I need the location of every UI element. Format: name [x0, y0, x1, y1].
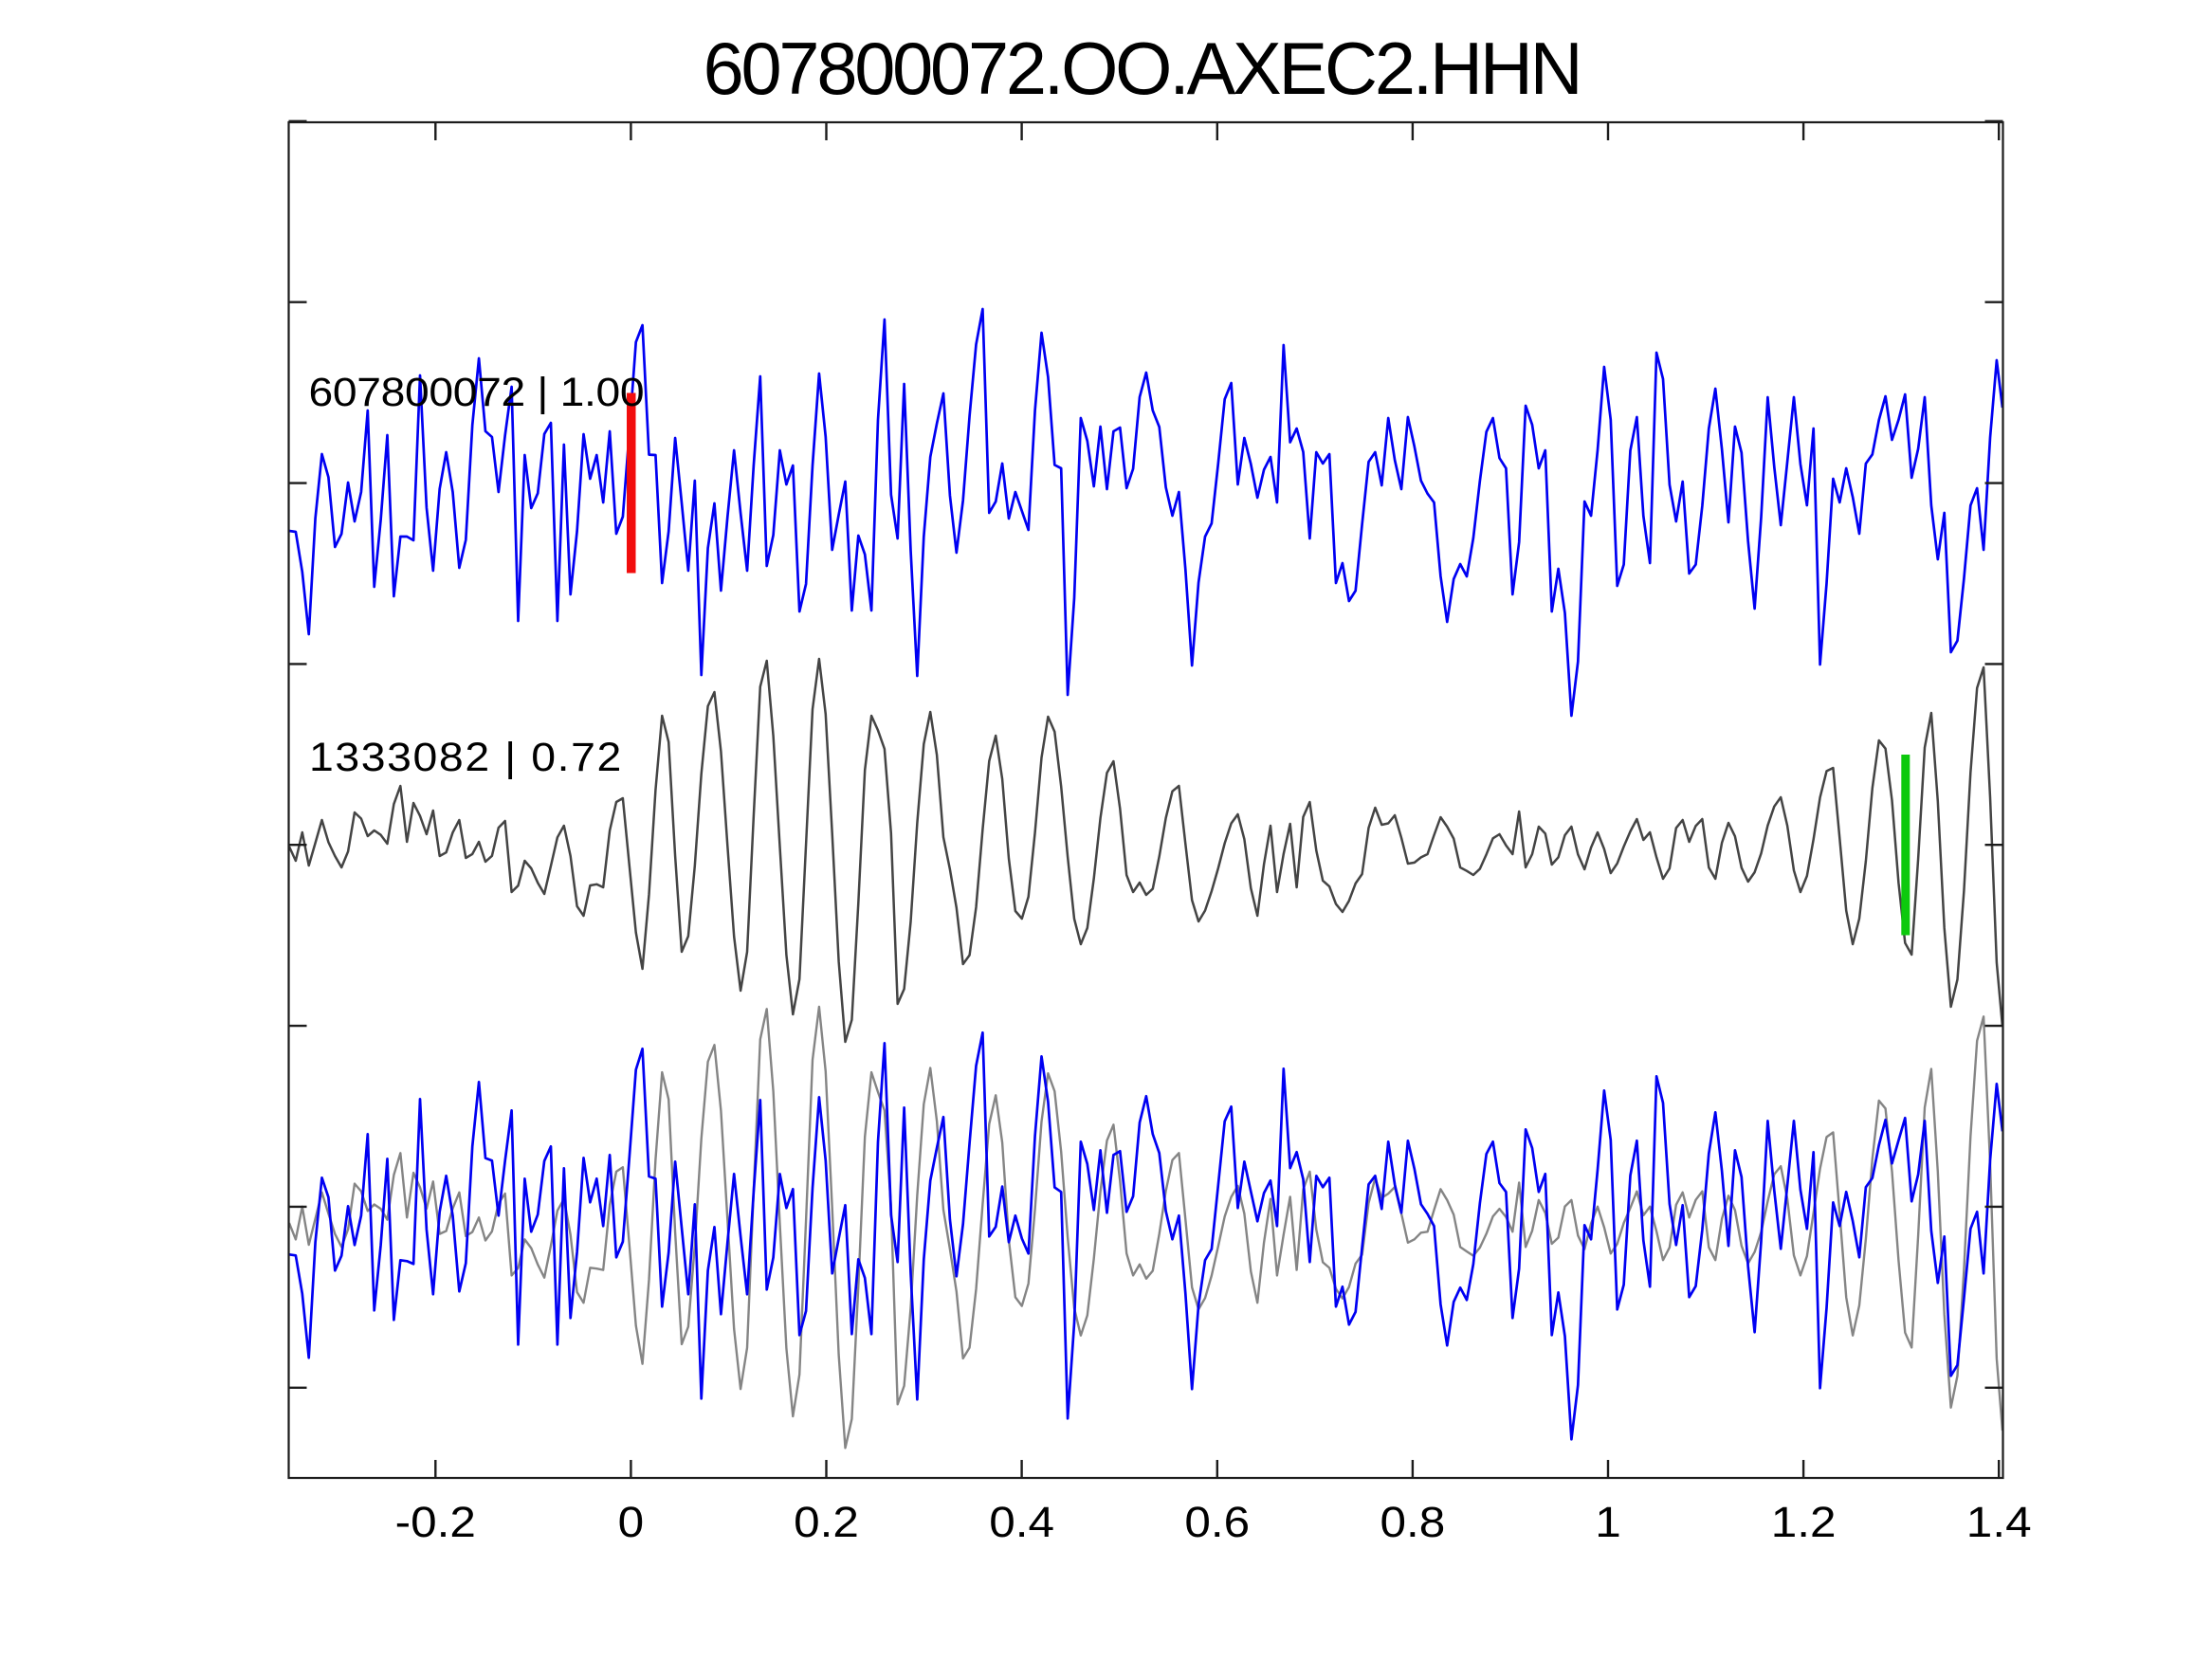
svg-text:0.2: 0.2 [794, 1499, 859, 1546]
svg-text:-0.2: -0.2 [395, 1499, 476, 1546]
svg-text:0.4: 0.4 [989, 1499, 1054, 1546]
svg-text:1333082 | 0.72: 1333082 | 0.72 [309, 736, 623, 780]
svg-text:0.6: 0.6 [1184, 1499, 1250, 1546]
svg-text:0: 0 [618, 1499, 645, 1546]
svg-text:607800072 | 1.00: 607800072 | 1.00 [309, 371, 645, 415]
svg-text:1: 1 [1595, 1499, 1621, 1546]
svg-text:607800072.OO.AXEC2.HHN: 607800072.OO.AXEC2.HHN [704, 28, 1581, 110]
svg-text:0.8: 0.8 [1380, 1499, 1445, 1546]
svg-text:1.4: 1.4 [1966, 1499, 2032, 1546]
svg-text:1.2: 1.2 [1771, 1499, 1837, 1546]
